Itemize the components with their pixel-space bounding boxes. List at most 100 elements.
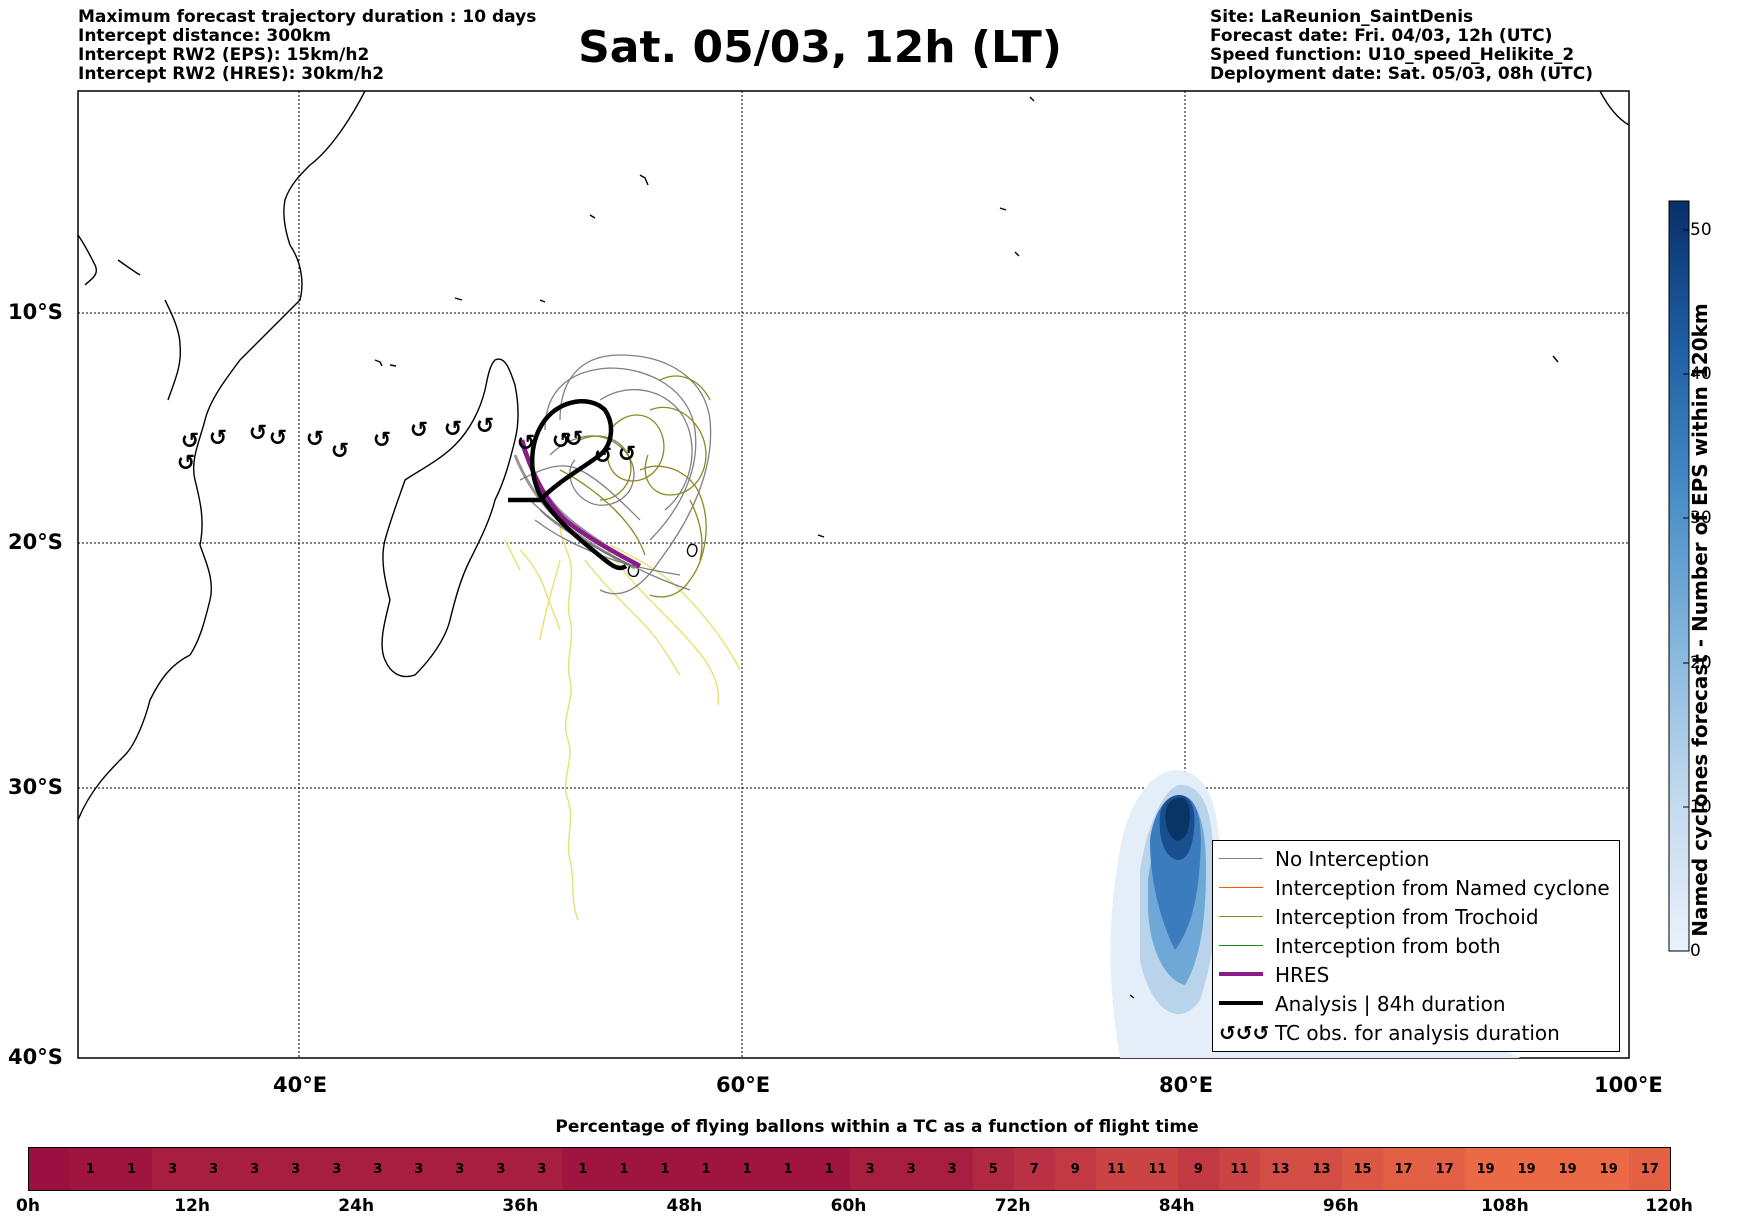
legend-item-no-interception: No Interception	[1213, 845, 1613, 874]
percentage-cell: 19	[1588, 1148, 1630, 1190]
percentage-cell: 11	[1218, 1148, 1260, 1190]
colorbar-tick-label: 20	[1690, 653, 1712, 673]
header-right-line: Deployment date: Sat. 05/03, 08h (UTC)	[1210, 64, 1594, 84]
tc-obs-icon: ↺	[444, 417, 462, 442]
tc-obs-icon: ↺	[209, 426, 227, 451]
tc-obs-icon: ↺	[552, 429, 570, 454]
percentage-cell: 5	[972, 1148, 1014, 1190]
header-right-line: Site: LaReunion_SaintDenis	[1210, 7, 1474, 27]
percentage-cell: 3	[357, 1148, 399, 1190]
coastlines	[78, 91, 1629, 999]
percentage-cell: 3	[439, 1148, 481, 1190]
time-tick-label: 60h	[830, 1196, 867, 1216]
analysis-track	[508, 399, 628, 571]
colorbar-tick-label: 0	[1690, 941, 1701, 961]
header-left-line: Maximum forecast trajectory duration : 1…	[78, 7, 537, 27]
tc-obs-icon: ↺	[269, 426, 287, 451]
legend-item-tc-obs: ↺↺↺ TC obs. for analysis duration	[1213, 1019, 1613, 1048]
colorbar-tick-label: 40	[1690, 364, 1712, 384]
percentage-cell	[29, 1148, 71, 1190]
header-left-line: Intercept distance: 300km	[78, 26, 331, 46]
tc-obs-markers: ↺ ↺ ↺ ↺ ↺ ↺ ↺ ↺ ↺ ↺ ↺ ↺ ↺ ↺ ↺ ↺	[177, 414, 636, 476]
legend-swatch	[1219, 887, 1263, 888]
map-title: Sat. 05/03, 12h (LT)	[578, 22, 1062, 73]
header-right: Site: LaReunion_SaintDenis Forecast date…	[1210, 8, 1593, 84]
percentage-cell: 3	[480, 1148, 522, 1190]
percentage-cell: 1	[726, 1148, 768, 1190]
header-right-line: Forecast date: Fri. 04/03, 12h (UTC)	[1210, 26, 1553, 46]
colorbar-tick-label: 50	[1690, 220, 1712, 240]
percentage-cell: 17	[1629, 1148, 1671, 1190]
colorbar-ticks	[1683, 229, 1689, 952]
percentage-cell: 11	[1136, 1148, 1178, 1190]
percentage-cell: 3	[398, 1148, 440, 1190]
lon-label-40e: 40°E	[273, 1073, 328, 1097]
header-left: Maximum forecast trajectory duration : 1…	[78, 8, 536, 84]
percentage-cell: 13	[1300, 1148, 1342, 1190]
tc-obs-icon: ↺	[476, 414, 494, 439]
lon-label-100e: 100°E	[1594, 1073, 1663, 1097]
percentage-cell: 3	[275, 1148, 317, 1190]
time-tick-label: 12h	[174, 1196, 210, 1216]
tc-obs-icon: ↺	[565, 427, 583, 452]
legend-swatch	[1219, 916, 1263, 917]
percentage-cell: 3	[521, 1148, 563, 1190]
legend-item-analysis: Analysis | 84h duration	[1213, 990, 1613, 1019]
legend-label: Analysis | 84h duration	[1275, 992, 1506, 1016]
tc-obs-icon: ↺	[331, 439, 349, 464]
time-tick-label: 120h	[1645, 1196, 1693, 1216]
legend-label: Interception from Trochoid	[1275, 905, 1539, 929]
percentage-cell: 15	[1342, 1148, 1384, 1190]
percentage-cell: 1	[111, 1148, 153, 1190]
tc-obs-icon: ↺	[618, 442, 636, 467]
time-tick-label: 108h	[1481, 1196, 1529, 1216]
percentage-cell: 3	[931, 1148, 973, 1190]
trochoid-trajectories	[559, 375, 711, 598]
percentage-cell: 1	[808, 1148, 850, 1190]
percentage-cell: 17	[1383, 1148, 1425, 1190]
percentage-cell: 1	[644, 1148, 686, 1190]
time-tick-label: 48h	[666, 1196, 703, 1216]
percentage-cell: 7	[1013, 1148, 1055, 1190]
colorbar-title: Named cyclones forecast - Number of EPS …	[1688, 303, 1712, 937]
legend-swatch	[1219, 1001, 1263, 1005]
tc-obs-icon: ↺	[594, 444, 612, 469]
lat-label-10s: 10°S	[8, 300, 63, 324]
lat-label-20s: 20°S	[8, 530, 63, 554]
percentage-cell: 9	[1177, 1148, 1219, 1190]
tc-obs-icon: ↺	[177, 451, 195, 476]
legend-swatch	[1219, 945, 1263, 946]
colorbar	[1668, 200, 1690, 952]
percentage-cell: 1	[767, 1148, 809, 1190]
colorbar-tick-label: 30	[1690, 508, 1712, 528]
time-tick-label: 72h	[994, 1196, 1031, 1216]
percentage-cell: 1	[603, 1148, 645, 1190]
header-left-line: Intercept RW2 (HRES): 30km/h2	[78, 64, 385, 84]
tc-obs-icon: ↺	[410, 418, 428, 443]
time-tick-label: 24h	[338, 1196, 375, 1216]
percentage-cell: 9	[1054, 1148, 1096, 1190]
legend-swatch	[1219, 972, 1263, 976]
percentage-cell: 19	[1506, 1148, 1548, 1190]
percentage-cell: 1	[562, 1148, 604, 1190]
percentage-cell: 1	[70, 1148, 112, 1190]
legend-item-hres: HRES	[1213, 961, 1613, 990]
legend-item-both: Interception from both	[1213, 932, 1613, 961]
time-tick-label: 36h	[502, 1196, 539, 1216]
percentage-cell: 13	[1259, 1148, 1301, 1190]
percentage-cell: 19	[1547, 1148, 1589, 1190]
tc-obs-icon: ↺	[306, 427, 324, 452]
legend-label: Interception from Named cyclone	[1275, 876, 1610, 900]
colorbar-tick-label: 10	[1690, 797, 1712, 817]
map-legend: No Interception Interception from Named …	[1212, 840, 1620, 1052]
percentage-cell: 17	[1424, 1148, 1466, 1190]
percentage-strip: 1 1 3 3 3 3 3 3 3 3 3 3 1 1 1 1 1 1 1 3 3 3 5 7 9 11 11 9 11 13 13 15 17…	[28, 1147, 1671, 1191]
tc-obs-icon: ↺↺↺	[1219, 1021, 1270, 1045]
tc-obs-icon: ↺	[249, 421, 267, 446]
legend-item-named-cyclone: Interception from Named cyclone	[1213, 874, 1613, 903]
percentage-cell: 1	[685, 1148, 727, 1190]
percentage-cell: 3	[890, 1148, 932, 1190]
header-right-line: Speed function: U10_speed_Helikite_2	[1210, 45, 1575, 65]
header-left-line: Intercept RW2 (EPS): 15km/h2	[78, 45, 370, 65]
percentage-cell: 3	[316, 1148, 358, 1190]
